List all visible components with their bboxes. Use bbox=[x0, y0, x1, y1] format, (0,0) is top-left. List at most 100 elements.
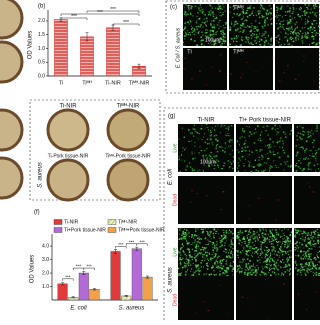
cell bbox=[185, 12, 186, 13]
cell bbox=[228, 255, 229, 256]
cell bbox=[207, 127, 209, 128]
bar bbox=[79, 273, 89, 300]
cell bbox=[262, 156, 264, 157]
cell bbox=[260, 140, 261, 141]
cell bbox=[227, 133, 229, 134]
cell bbox=[217, 266, 218, 268]
cell bbox=[267, 17, 268, 19]
cell bbox=[263, 262, 264, 263]
cell bbox=[210, 25, 211, 26]
cell bbox=[202, 11, 203, 12]
cell bbox=[255, 270, 257, 271]
cell bbox=[264, 266, 266, 267]
cell bbox=[195, 259, 196, 260]
cell bbox=[192, 249, 193, 250]
cell bbox=[223, 230, 225, 231]
cell bbox=[312, 11, 313, 13]
cell bbox=[312, 238, 314, 239]
cell bbox=[301, 265, 302, 267]
cell bbox=[262, 228, 263, 229]
cell bbox=[203, 39, 204, 40]
cell bbox=[307, 32, 309, 33]
cell bbox=[284, 235, 285, 236]
cell bbox=[296, 35, 298, 36]
cell bbox=[191, 153, 192, 154]
cell bbox=[190, 264, 191, 266]
cell bbox=[198, 265, 199, 266]
cell bbox=[195, 45, 196, 46]
cell bbox=[182, 258, 183, 260]
cell bbox=[267, 158, 269, 160]
cell bbox=[290, 19, 292, 21]
cell bbox=[200, 24, 201, 25]
cell bbox=[297, 241, 298, 242]
cell bbox=[259, 23, 260, 24]
cell bbox=[311, 234, 312, 235]
cell bbox=[266, 266, 268, 268]
cell bbox=[243, 29, 245, 30]
cell bbox=[209, 231, 210, 232]
cell bbox=[305, 33, 306, 35]
cell bbox=[227, 313, 228, 314]
cell bbox=[253, 231, 255, 232]
cell bbox=[281, 273, 283, 275]
cell bbox=[250, 250, 251, 251]
cell bbox=[279, 241, 280, 243]
cell bbox=[295, 23, 297, 25]
cell bbox=[251, 166, 252, 167]
cell bbox=[221, 245, 222, 246]
cell bbox=[246, 245, 248, 247]
cell bbox=[210, 152, 212, 153]
cell bbox=[274, 237, 275, 238]
cell bbox=[294, 262, 295, 263]
cell bbox=[283, 262, 284, 264]
cell bbox=[300, 231, 301, 232]
cell bbox=[272, 45, 273, 46]
cell bbox=[251, 48, 253, 49]
cell bbox=[237, 23, 239, 24]
cell bbox=[192, 27, 193, 29]
cell bbox=[283, 283, 285, 285]
cell bbox=[199, 242, 200, 243]
cell bbox=[315, 153, 316, 155]
cell bbox=[206, 18, 208, 20]
cell bbox=[265, 40, 267, 41]
cell bbox=[289, 38, 290, 40]
cell bbox=[221, 15, 222, 16]
cell bbox=[296, 232, 297, 233]
cell bbox=[295, 78, 297, 80]
micrograph bbox=[236, 176, 292, 224]
cell bbox=[246, 263, 248, 265]
cell bbox=[304, 241, 305, 242]
cell bbox=[309, 269, 311, 270]
cell bbox=[253, 265, 254, 266]
cell bbox=[307, 168, 309, 169]
photo-label: Ti-Pork tissue-NIR bbox=[48, 153, 89, 159]
group-label: E. coli bbox=[168, 168, 174, 185]
cell bbox=[211, 21, 212, 22]
cell bbox=[215, 32, 217, 33]
cell bbox=[222, 150, 224, 151]
cell bbox=[202, 254, 204, 256]
cell bbox=[273, 154, 275, 155]
cell bbox=[213, 156, 214, 158]
cell bbox=[279, 252, 280, 253]
cell bbox=[258, 269, 259, 270]
cell bbox=[276, 262, 277, 264]
cell bbox=[230, 154, 231, 155]
cell bbox=[181, 160, 182, 161]
cell bbox=[220, 8, 221, 9]
cell bbox=[213, 14, 215, 15]
cell bbox=[230, 231, 232, 232]
cell bbox=[201, 40, 203, 42]
cell bbox=[233, 40, 234, 42]
cell bbox=[209, 274, 211, 275]
cell bbox=[287, 238, 288, 239]
cell bbox=[306, 309, 307, 310]
cell bbox=[226, 252, 227, 254]
cell bbox=[239, 261, 240, 263]
cell bbox=[296, 245, 298, 246]
cell bbox=[259, 259, 260, 261]
